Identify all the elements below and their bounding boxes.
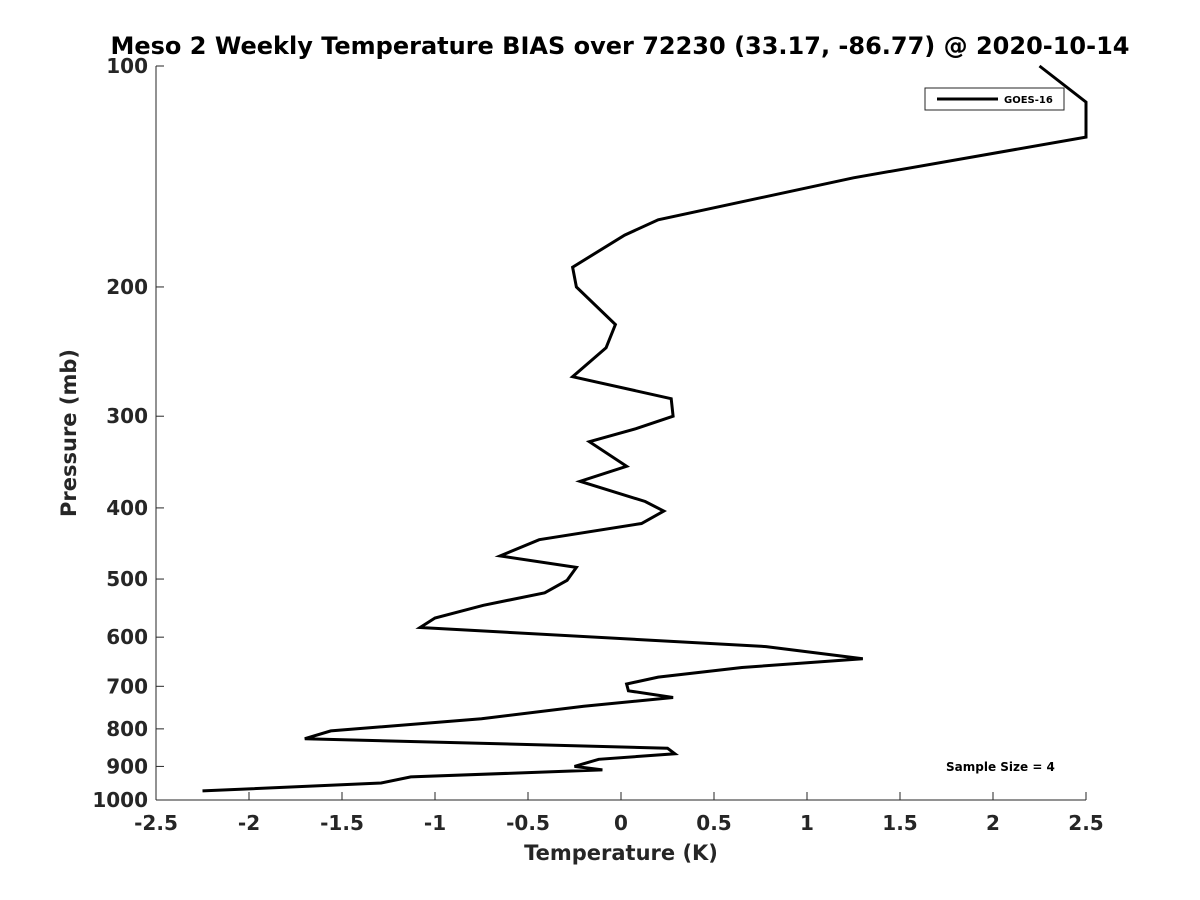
y-axis-ticks: 100 200 300 400 500 600 700 800 900 1000 — [92, 54, 164, 812]
y-tick-label: 100 — [106, 54, 148, 78]
chart-title: Meso 2 Weekly Temperature BIAS over 7223… — [110, 32, 1129, 60]
x-tick-label: -0.5 — [506, 811, 550, 835]
y-tick-label: 800 — [106, 717, 148, 741]
x-tick-label: 0 — [614, 811, 628, 835]
y-tick-label: 600 — [106, 625, 148, 649]
x-tick-label: 1.5 — [882, 811, 917, 835]
y-tick-label: 900 — [106, 754, 148, 778]
legend-label-goes16: GOES-16 — [1004, 95, 1053, 106]
x-tick-label: -1 — [424, 811, 446, 835]
y-tick-label: 400 — [106, 496, 148, 520]
y-tick-label: 500 — [106, 567, 148, 591]
sample-size-annotation: Sample Size = 4 — [946, 760, 1055, 774]
y-tick-label: 300 — [106, 404, 148, 428]
x-tick-label: -2.5 — [134, 811, 178, 835]
legend: GOES-16 — [924, 87, 1065, 111]
x-axis-ticks: -2.5 -2 -1.5 -1 -0.5 0 0.5 1 1.5 2 2.5 — [134, 792, 1104, 835]
series-line-goes16 — [202, 64, 1088, 793]
x-tick-label: -2 — [238, 811, 260, 835]
x-tick-label: 2 — [986, 811, 1000, 835]
x-tick-label: -1.5 — [320, 811, 364, 835]
series-group — [202, 64, 1088, 793]
x-axis-label: Temperature (K) — [524, 841, 718, 865]
x-tick-label: 1 — [800, 811, 814, 835]
y-tick-label: 700 — [106, 674, 148, 698]
y-tick-label: 200 — [106, 275, 148, 299]
x-tick-label: 2.5 — [1068, 811, 1103, 835]
x-tick-label: 0.5 — [696, 811, 731, 835]
y-axis-label: Pressure (mb) — [57, 349, 81, 517]
y-tick-label: 1000 — [92, 788, 148, 812]
